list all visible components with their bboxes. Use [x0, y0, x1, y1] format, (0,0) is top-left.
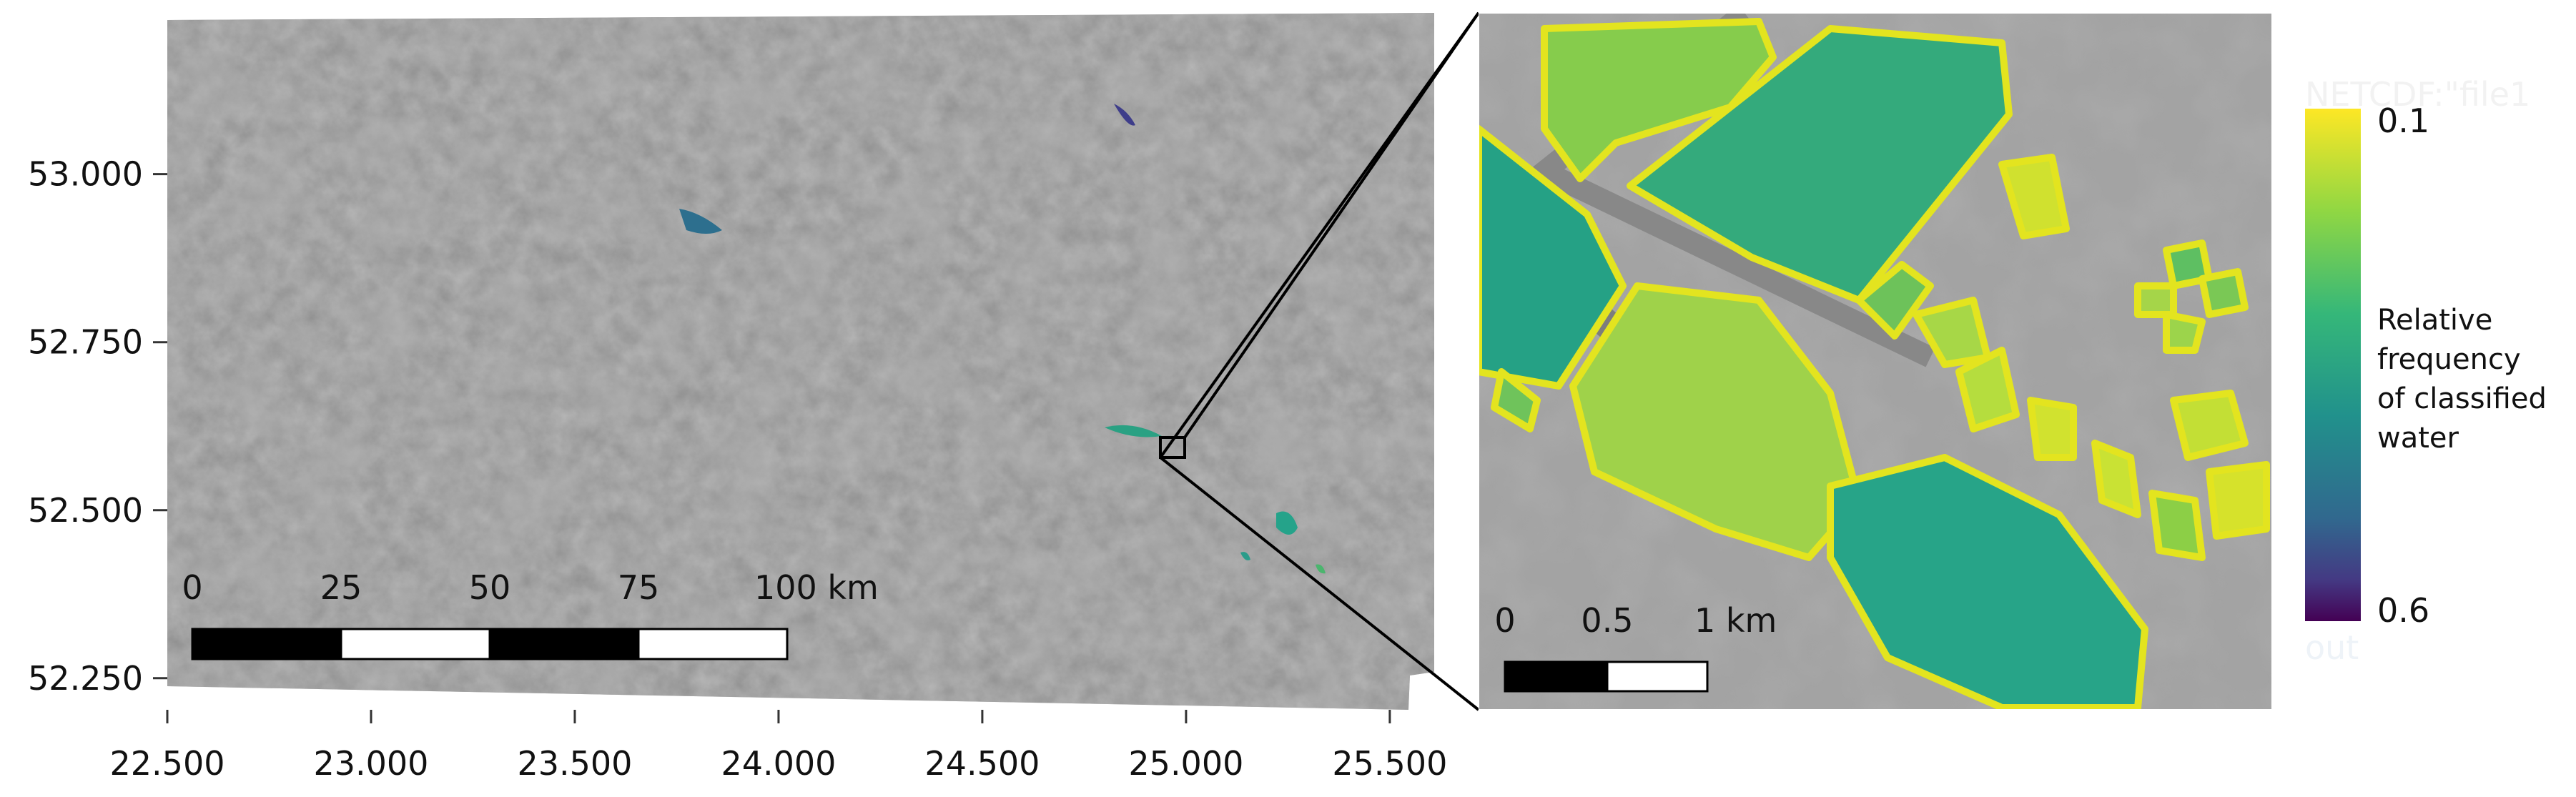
scale-segment [637, 628, 789, 660]
scale-segment [1504, 660, 1609, 693]
forest-texture [167, 13, 1434, 710]
colorbar-title: Relative [2377, 304, 2492, 337]
water-body [1316, 564, 1326, 574]
water-body [1276, 511, 1298, 535]
water-field [2206, 461, 2270, 540]
water-body [1240, 552, 1250, 560]
x-tick-label: 25.500 [1332, 744, 1447, 783]
y-tick-label: 52.500 [28, 491, 143, 530]
scale-segment [340, 628, 491, 660]
faint-label: out [2305, 628, 2359, 667]
scale-label: 0 [1494, 601, 1515, 640]
water-field [2170, 390, 2249, 461]
water-field [1955, 347, 2020, 432]
inset-map [1479, 13, 2272, 710]
y-tick-label: 52.750 [28, 323, 143, 362]
scale-segment [488, 628, 640, 660]
satellite-map [167, 11, 1480, 711]
scale-label: 1 km [1694, 601, 1777, 640]
x-tick-label: 24.500 [924, 744, 1040, 783]
y-tick-label: 52.250 [28, 659, 143, 698]
colorbar-title: water [2377, 422, 2459, 455]
water-field [1479, 125, 1627, 390]
x-tick-label: 25.000 [1128, 744, 1243, 783]
scale-label: 50 [469, 568, 511, 607]
colorbar-title: frequency [2377, 343, 2521, 376]
scale-label: 0 [182, 568, 202, 607]
scale-segment [1606, 660, 1709, 693]
scale-segment [191, 628, 342, 660]
zoom-connector [1159, 11, 1480, 459]
zoom-connector [1159, 456, 1480, 711]
water-field [2027, 397, 2077, 461]
colorbar-top-label: 0.1 [2377, 102, 2429, 140]
x-tick-label: 23.000 [313, 744, 428, 783]
x-tick-label: 22.500 [110, 744, 225, 783]
y-tick-label: 53.000 [28, 155, 143, 194]
water-body [1114, 104, 1135, 126]
water-field [1491, 368, 1541, 432]
zoom-box [1159, 436, 1186, 459]
water-field [1627, 25, 2013, 304]
water-field [2199, 268, 2249, 318]
zoom-connector [1183, 11, 1480, 439]
water-field [2134, 282, 2177, 318]
scale-bar: 0 25 50 75 100 km [182, 568, 879, 660]
axes: 22.500 23.000 23.500 24.000 24.500 25.000 25.5… [28, 155, 1447, 783]
colorbar-title: of classified [2377, 382, 2547, 415]
colorbar-bottom-label: 0.6 [2377, 591, 2429, 630]
x-tick-label: 24.000 [721, 744, 836, 783]
water-field [1855, 261, 1934, 340]
water-body [679, 209, 722, 234]
scale-label: 25 [320, 568, 362, 607]
scale-label: 100 km [754, 568, 879, 607]
water-body [1105, 425, 1162, 437]
water-field [1998, 154, 2070, 239]
faint-layer-name: NETCDF:"file1 [2305, 75, 2530, 114]
water-field [1827, 454, 2148, 710]
water-field [2148, 490, 2206, 561]
water-field [2091, 440, 2141, 518]
scale-label: 75 [618, 568, 660, 607]
x-tick-label: 23.500 [517, 744, 632, 783]
colorbar [2305, 109, 2361, 621]
water-field [1541, 18, 1777, 182]
water-field [2163, 311, 2206, 354]
scale-label: 0.5 [1581, 601, 1633, 640]
